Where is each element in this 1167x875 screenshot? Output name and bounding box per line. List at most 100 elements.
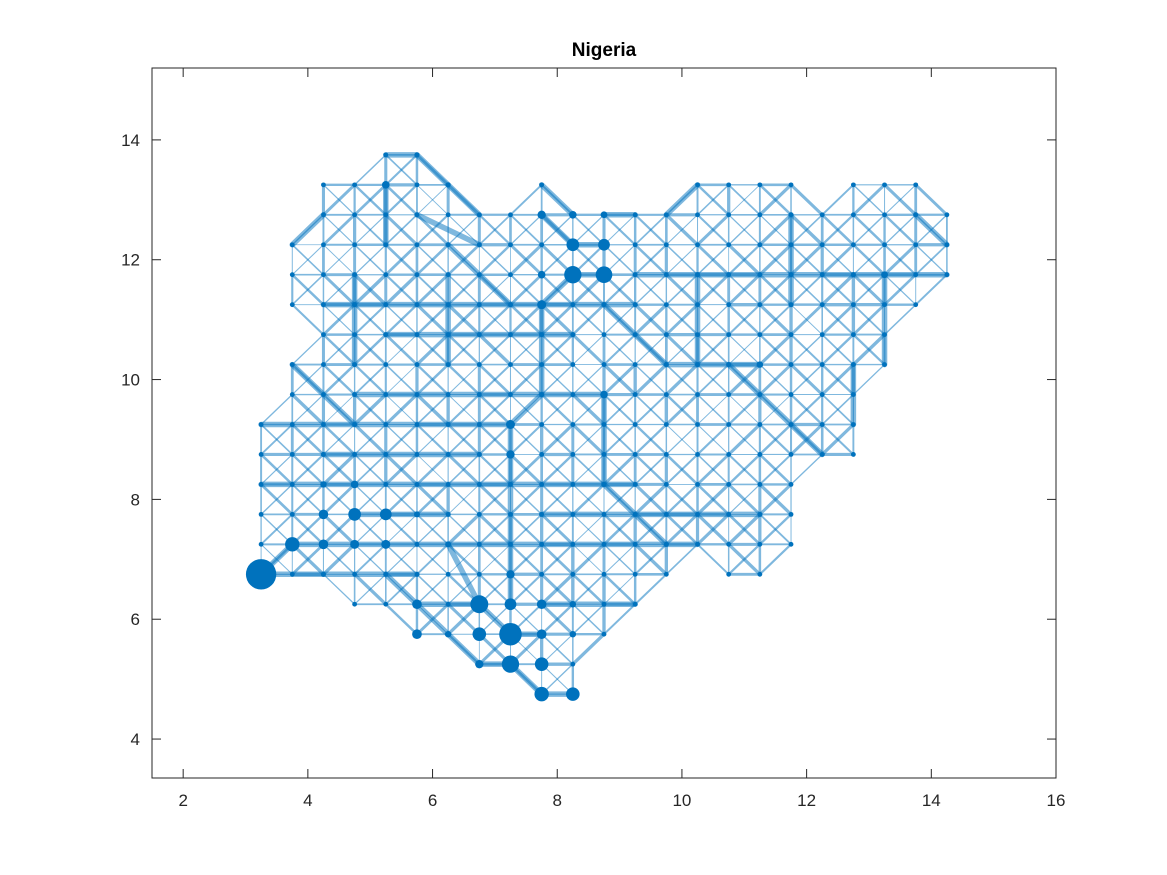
network-node bbox=[695, 422, 700, 427]
network-node bbox=[476, 332, 482, 338]
network-edge bbox=[353, 543, 387, 576]
network-node bbox=[352, 272, 358, 278]
network-node bbox=[539, 392, 545, 397]
network-node bbox=[663, 302, 669, 308]
network-node bbox=[695, 272, 700, 278]
network-edge bbox=[602, 333, 637, 366]
network-node bbox=[695, 482, 700, 487]
network-node bbox=[534, 686, 549, 702]
network-edge bbox=[509, 513, 543, 546]
network-node bbox=[882, 332, 887, 338]
network-node bbox=[726, 422, 732, 427]
network-node bbox=[601, 601, 607, 607]
network-edge bbox=[447, 543, 480, 575]
network-edge bbox=[415, 213, 450, 246]
network-node bbox=[819, 302, 825, 308]
network-node bbox=[476, 571, 482, 577]
network-node bbox=[695, 362, 700, 367]
network-edge bbox=[727, 512, 762, 546]
network-edge bbox=[790, 333, 823, 366]
network-edge bbox=[665, 543, 699, 576]
network-edge-heavy bbox=[445, 182, 483, 218]
network-edge bbox=[384, 183, 419, 216]
network-node bbox=[508, 482, 513, 487]
network-node bbox=[566, 687, 580, 701]
network-node bbox=[632, 272, 638, 278]
network-edge bbox=[509, 303, 544, 337]
network-edge bbox=[260, 483, 293, 516]
network-edge bbox=[353, 363, 387, 396]
network-edge bbox=[728, 334, 761, 366]
network-edge bbox=[603, 573, 636, 605]
network-node bbox=[570, 571, 576, 577]
network-edge bbox=[851, 183, 886, 217]
network-edge bbox=[727, 393, 762, 426]
network-node bbox=[913, 272, 919, 278]
x-tick-label: 14 bbox=[922, 791, 941, 810]
y-tick-label: 10 bbox=[121, 371, 140, 390]
network-node bbox=[258, 452, 264, 457]
network-edge bbox=[509, 483, 543, 516]
network-node bbox=[352, 601, 358, 607]
network-edge bbox=[322, 303, 356, 336]
network-node bbox=[539, 511, 545, 517]
network-edge bbox=[602, 603, 637, 636]
network-edge bbox=[509, 543, 543, 576]
network-edge bbox=[352, 273, 388, 307]
network-node bbox=[601, 332, 607, 338]
network-node bbox=[475, 660, 484, 669]
network-node bbox=[352, 422, 358, 427]
network-edge bbox=[540, 423, 575, 456]
network-node bbox=[383, 332, 389, 338]
network-node bbox=[757, 302, 763, 308]
network-node bbox=[508, 332, 513, 338]
network-node bbox=[414, 452, 420, 457]
network-edge bbox=[446, 303, 481, 337]
network-node bbox=[570, 422, 576, 427]
network-edge bbox=[852, 303, 886, 336]
network-edge bbox=[695, 482, 731, 517]
network-edge bbox=[384, 153, 419, 186]
network-edge bbox=[821, 183, 855, 216]
network-edge bbox=[884, 184, 917, 216]
network-edge bbox=[572, 453, 605, 485]
network-node bbox=[537, 300, 547, 310]
x-tick-label: 16 bbox=[1047, 791, 1066, 810]
network-node bbox=[726, 182, 732, 188]
network-node bbox=[289, 511, 295, 517]
network-node bbox=[726, 242, 732, 248]
network-node bbox=[788, 422, 794, 427]
network-node bbox=[663, 332, 669, 338]
network-edge bbox=[789, 243, 824, 277]
network-node bbox=[600, 390, 608, 399]
network-node bbox=[726, 541, 732, 547]
network-edge bbox=[321, 183, 357, 217]
network-node bbox=[445, 212, 451, 218]
network-edge bbox=[322, 213, 357, 247]
network-node bbox=[445, 362, 451, 367]
network-node bbox=[476, 482, 482, 487]
network-node bbox=[695, 182, 700, 188]
network-edge bbox=[571, 542, 606, 576]
network-edge bbox=[354, 573, 387, 605]
network-edge bbox=[447, 273, 481, 306]
network-edge bbox=[664, 393, 699, 426]
network-node bbox=[788, 302, 794, 308]
network-edge bbox=[478, 393, 512, 426]
network-edge bbox=[727, 243, 761, 276]
network-node bbox=[445, 182, 451, 188]
network-edge bbox=[571, 573, 605, 606]
network-node bbox=[352, 182, 358, 188]
network-edge bbox=[758, 303, 793, 336]
network-edge bbox=[541, 633, 574, 665]
network-node bbox=[913, 302, 919, 308]
network-node bbox=[476, 362, 482, 367]
network-edge bbox=[914, 273, 948, 306]
network-edge-heavy bbox=[445, 541, 483, 607]
network-edge bbox=[321, 452, 357, 487]
network-edge bbox=[353, 183, 388, 217]
network-node bbox=[695, 332, 700, 338]
network-node bbox=[382, 181, 390, 189]
network-edge bbox=[758, 482, 793, 516]
network-edge bbox=[914, 243, 948, 276]
